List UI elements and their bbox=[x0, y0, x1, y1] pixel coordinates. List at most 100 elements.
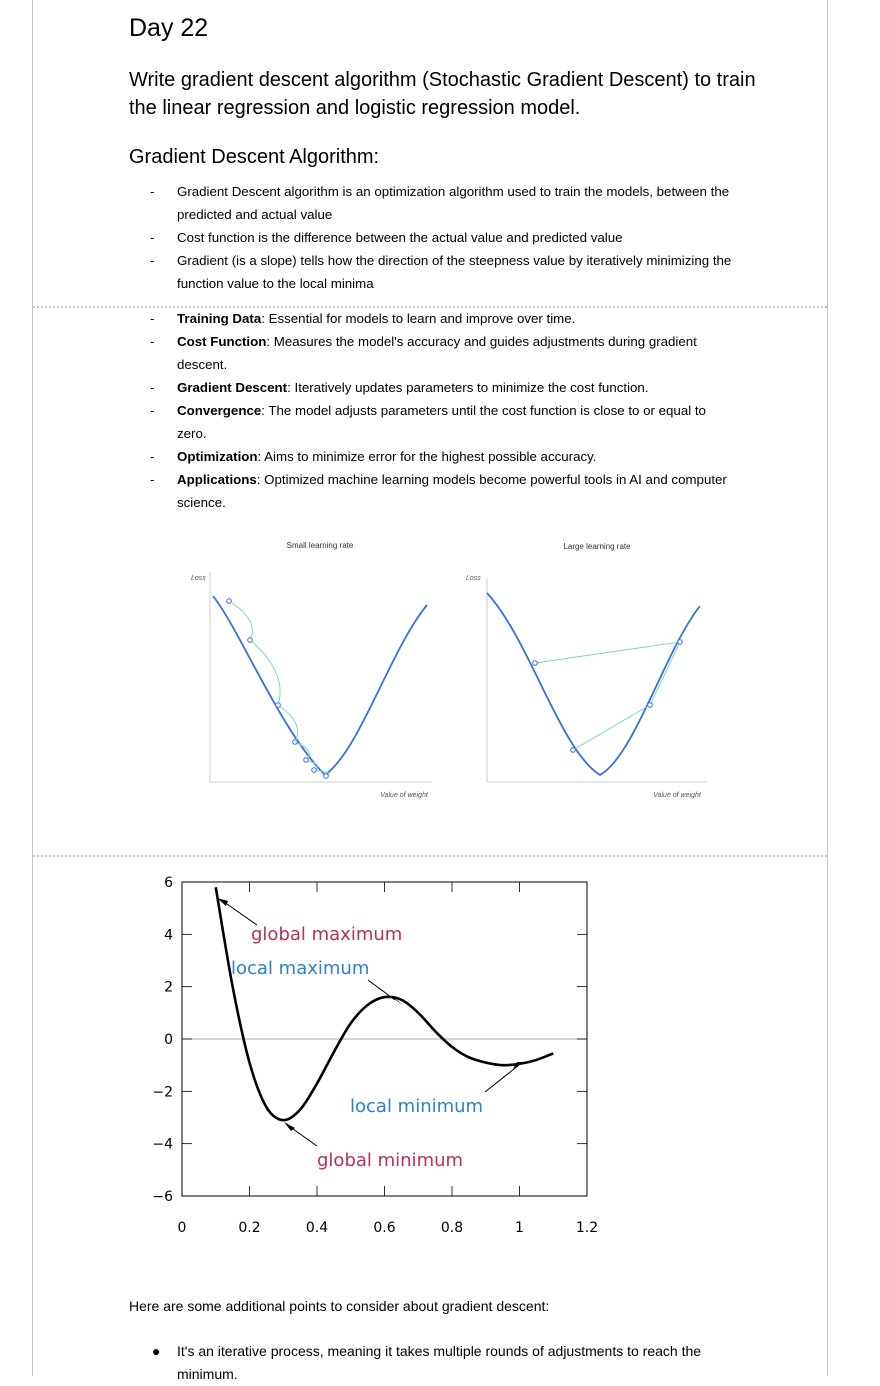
step-point-large bbox=[677, 639, 683, 645]
bullet-marker: - bbox=[150, 334, 155, 349]
bullet-list-additional: ● It's an iterative process, meaning it t… bbox=[150, 1340, 737, 1386]
arrow-head bbox=[284, 1122, 295, 1131]
step-point-small bbox=[226, 598, 232, 604]
list-item: - Gradient Descent: Iteratively updates p… bbox=[150, 376, 737, 399]
page-divider bbox=[33, 855, 827, 857]
bullet-term: Gradient Descent bbox=[177, 380, 288, 395]
bullet-text: Gradient Descent algorithm is an optimiz… bbox=[177, 184, 730, 222]
bullet-text: : Optimized machine learning models beco… bbox=[177, 472, 727, 510]
y-tick-label: −2 bbox=[152, 1084, 173, 1100]
bullet-term: Training Data bbox=[177, 311, 262, 326]
arrow-head bbox=[217, 898, 228, 906]
bullet-marker: - bbox=[150, 184, 155, 199]
bullet-marker: - bbox=[150, 472, 155, 487]
step-point-small bbox=[303, 757, 309, 763]
step-arc-small bbox=[249, 639, 281, 706]
annotation-global-minimum: global minimum bbox=[317, 1150, 463, 1171]
bullet-text: It's an iterative process, meaning it ta… bbox=[177, 1343, 702, 1382]
step-point-small bbox=[247, 637, 253, 643]
panel-title-large: Large learning rate bbox=[563, 542, 631, 551]
list-item: - Training Data: Essential for models to … bbox=[150, 307, 737, 330]
bullet-marker: - bbox=[150, 449, 155, 464]
subtitle: Write gradient descent algorithm (Stocha… bbox=[129, 69, 756, 119]
step-point-large bbox=[532, 660, 538, 666]
y-tick-label: −4 bbox=[152, 1137, 173, 1153]
bullet-text: : Essential for models to learn and impr… bbox=[261, 311, 576, 326]
panel-title-small: Small learning rate bbox=[287, 541, 354, 550]
bullet-term: Applications bbox=[177, 472, 257, 487]
step-line-large bbox=[572, 704, 651, 751]
annotation-local-minimum: local minimum bbox=[350, 1096, 483, 1117]
list-item: - Gradient Descent algorithm is an optimi… bbox=[150, 180, 737, 226]
list-item: - Optimization: Aims to minimize error fo… bbox=[150, 445, 737, 468]
step-arc-small bbox=[294, 741, 310, 761]
list-item: - Applications: Optimized machine learnin… bbox=[150, 468, 737, 514]
step-point-small bbox=[292, 739, 298, 745]
bullet-text: Gradient (is a slope) tells how the dire… bbox=[177, 253, 732, 291]
y-tick-label: 2 bbox=[164, 980, 173, 996]
x-tick-label: 0 bbox=[178, 1220, 187, 1236]
panel-ylabel-large: Loss bbox=[466, 575, 481, 582]
page-title: Day 22 bbox=[129, 14, 209, 42]
step-point-small bbox=[311, 767, 317, 773]
bullet-text: : Measures the model's accuracy and guid… bbox=[177, 334, 697, 372]
function-extrema-chart: 0 0.2 0.4 0.6 0.8 1 1.2 6 4 2 0 −2 −4 −6 global maximu… bbox=[152, 875, 598, 1236]
loss-curve-small bbox=[212, 595, 428, 777]
section-heading: Gradient Descent Algorithm: bbox=[129, 146, 380, 168]
x-tick-label: 0.2 bbox=[238, 1220, 260, 1236]
x-tick-label: 1.2 bbox=[576, 1220, 598, 1236]
step-point-large bbox=[570, 747, 576, 753]
list-item: - Cost Function: Measures the model's acc… bbox=[150, 330, 737, 376]
annotation-local-maximum: local maximum bbox=[231, 958, 369, 979]
list-item: - Convergence: The model adjusts paramete… bbox=[150, 399, 737, 445]
bullet-marker: - bbox=[150, 311, 155, 326]
x-tick-label: 1 bbox=[515, 1220, 524, 1236]
step-point-small bbox=[323, 773, 329, 779]
bullet-list-intro: - Gradient Descent algorithm is an optimi… bbox=[150, 180, 737, 295]
arrow-global-min bbox=[292, 1128, 318, 1147]
panel-axis-large bbox=[486, 578, 707, 783]
arrow-local-max bbox=[367, 979, 396, 1001]
bullet-marker: - bbox=[150, 230, 155, 245]
step-line-large bbox=[534, 641, 681, 664]
loss-curve-large bbox=[486, 592, 701, 777]
annotation-global-maximum: global maximum bbox=[251, 924, 402, 945]
y-tick-label: 0 bbox=[164, 1032, 173, 1048]
list-item: - Gradient (is a slope) tells how the dir… bbox=[150, 249, 737, 295]
y-tick-label: 4 bbox=[164, 927, 173, 943]
bullet-term: Convergence bbox=[177, 403, 262, 418]
bullet-text: : Iteratively updates parameters to mini… bbox=[287, 380, 649, 395]
closing-text: Here are some additional points to consi… bbox=[129, 1298, 550, 1314]
step-point-large bbox=[647, 702, 653, 708]
step-point-small bbox=[275, 702, 281, 708]
step-line-large bbox=[649, 641, 681, 706]
bullet-term: Cost Function bbox=[177, 334, 267, 349]
x-tick-label: 0.8 bbox=[441, 1220, 463, 1236]
bullet-term: Optimization bbox=[177, 449, 258, 464]
arrow-head bbox=[392, 996, 403, 1005]
bullet-marker: - bbox=[150, 253, 155, 268]
step-arc-small bbox=[277, 704, 299, 743]
page-divider bbox=[33, 306, 827, 308]
bullet-marker: - bbox=[150, 380, 155, 395]
bullet-text: : The model adjusts parameters until the… bbox=[177, 403, 706, 441]
panel-ylabel-small: Loss bbox=[191, 575, 206, 582]
bullet-list-key-points: - Training Data: Essential for models to … bbox=[150, 307, 737, 514]
y-tick-label: 6 bbox=[164, 875, 173, 891]
bullet-marker: - bbox=[150, 403, 155, 418]
list-item: - Cost function is the difference between… bbox=[150, 226, 737, 249]
bullet-text: Cost function is the difference between … bbox=[177, 230, 623, 245]
step-arc-small bbox=[228, 600, 253, 641]
arrow-global-max bbox=[226, 903, 258, 926]
learning-rate-figure: Small learning rate Large learning rate … bbox=[191, 541, 707, 799]
panel-xlabel-small: Value of weight bbox=[380, 792, 429, 799]
function-curve bbox=[214, 887, 554, 1122]
x-tick-label: 0.4 bbox=[306, 1220, 328, 1236]
y-tick-label: −6 bbox=[152, 1189, 173, 1205]
panel-xlabel-large: Value of weight bbox=[653, 792, 702, 799]
panel-axis-small bbox=[209, 572, 432, 783]
list-item: ● It's an iterative process, meaning it t… bbox=[150, 1340, 737, 1386]
bullet-text: : Aims to minimize error for the highest… bbox=[257, 449, 597, 464]
document-page bbox=[32, 0, 828, 1376]
bullet-marker: ● bbox=[152, 1343, 161, 1359]
